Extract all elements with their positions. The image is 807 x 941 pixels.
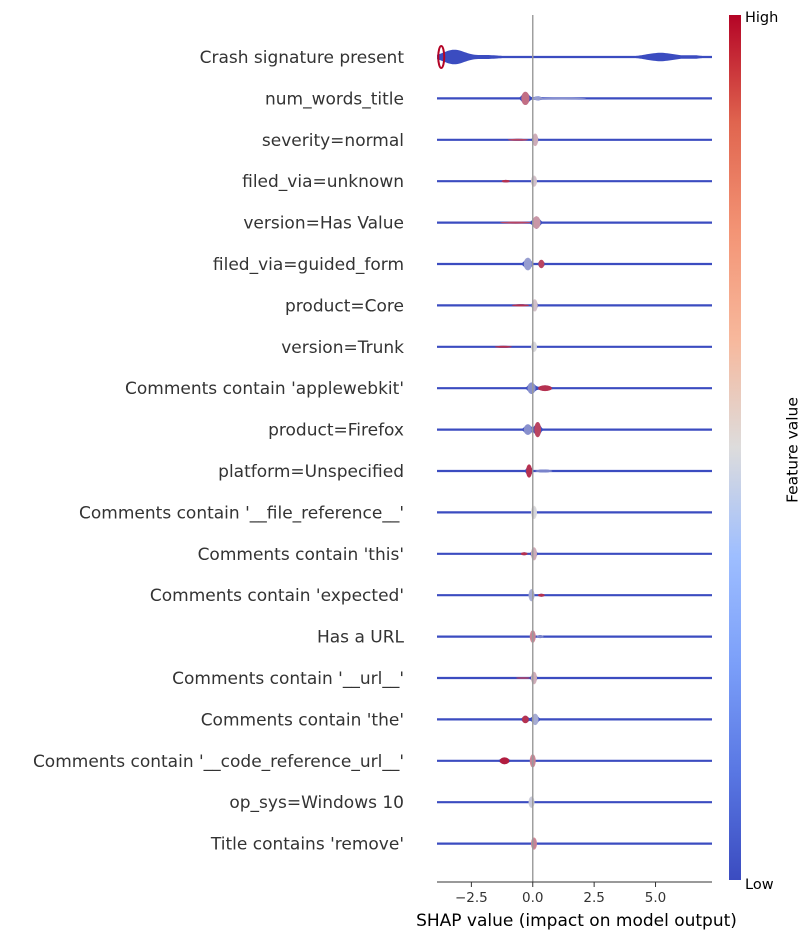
feature-label: Comments contain 'applewebkit' (125, 379, 404, 399)
feature-label: filed_via=unknown (242, 172, 404, 192)
feature-label: Comments contain '__url__' (172, 669, 404, 689)
feature-label: op_sys=Windows 10 (229, 793, 404, 813)
feature-row: version=Trunk (281, 338, 712, 358)
colorbar-high-label: High (745, 10, 778, 26)
violin-density-blob (521, 715, 529, 724)
violin-density-blob (530, 175, 537, 187)
feature-row: Comments contain 'applewebkit' (125, 379, 712, 399)
violin-density-blob (535, 469, 553, 473)
feature-label: Comments contain 'this' (198, 545, 404, 565)
feature-row: filed_via=guided_form (213, 255, 712, 275)
feature-row: product=Firefox (268, 421, 712, 441)
violin-density-blob (530, 547, 537, 561)
x-tick-label: −2.5 (455, 890, 488, 906)
violin-density-blob (500, 221, 532, 224)
violin-density-blob (532, 216, 541, 229)
violin-density-blob (538, 259, 545, 269)
colorbar-title: Feature value (783, 397, 801, 503)
feature-label: platform=Unspecified (218, 462, 404, 482)
violin-density-blob (536, 635, 544, 639)
violin-rows: Crash signature present num_words_titlese… (33, 45, 712, 855)
violin-density-blob (530, 837, 537, 850)
feature-row: Comments contain '__file_reference__' (79, 503, 712, 523)
feature-label: Comments contain 'expected' (150, 586, 404, 606)
x-tick-label: 5.0 (645, 890, 666, 906)
feature-label: Comments contain 'the' (201, 710, 404, 730)
feature-label: product=Core (285, 296, 404, 316)
violin-density-blob (523, 424, 532, 435)
violin-density-blob (538, 97, 587, 100)
feature-label: version=Trunk (281, 338, 404, 358)
feature-row: Comments contain 'this' (198, 545, 712, 565)
x-axis-ticks: −2.5 0.0 2.5 5.0 (455, 882, 666, 906)
x-tick-label: 2.5 (583, 890, 604, 906)
violin-body (437, 342, 712, 352)
feature-label: severity=normal (262, 131, 404, 151)
violin-density-blob (527, 382, 536, 394)
x-tick-label: 0.0 (522, 890, 543, 906)
feature-label: filed_via=guided_form (213, 255, 404, 275)
violin-density-blob (531, 713, 539, 726)
feature-row: platform=Unspecified (218, 462, 712, 482)
colorbar: High Low Feature value (729, 10, 801, 893)
feature-row: filed_via=unknown (242, 172, 712, 192)
feature-row: product=Core (285, 296, 712, 316)
feature-label: Comments contain '__code_reference_url__… (33, 752, 404, 772)
violin-density-blob (530, 505, 537, 519)
feature-row: version=Has Value (243, 214, 712, 234)
feature-row: op_sys=Windows 10 (229, 793, 712, 813)
feature-label: Title contains 'remove' (210, 835, 404, 855)
feature-row: Comments contain 'the' (201, 710, 712, 730)
feature-row: Comments contain '__code_reference_url__… (33, 752, 712, 772)
violin-body (437, 49, 712, 65)
violin-edge-highlight (437, 45, 446, 69)
violin-density-blob (537, 593, 545, 597)
violin-density-blob (516, 677, 530, 679)
violin-density-blob (520, 552, 528, 556)
violin-density-blob (534, 422, 542, 438)
violin-body (437, 838, 712, 849)
violin-density-blob (507, 138, 529, 141)
colorbar-low-label: Low (745, 877, 774, 893)
violin-density-blob (528, 796, 535, 808)
violin-density-blob (530, 671, 537, 685)
feature-row: Has a URL (317, 628, 712, 648)
feature-label: Comments contain '__file_reference__' (79, 503, 404, 523)
violin-body (437, 216, 712, 229)
x-axis-label: SHAP value (impact on model output) (416, 911, 737, 931)
feature-label: Has a URL (317, 628, 405, 648)
feature-label: Crash signature present (200, 48, 405, 68)
violin-density-blob (521, 91, 530, 105)
x-axis: −2.5 0.0 2.5 5.0 SHAP value (impact on mode… (416, 881, 737, 931)
feature-row: Crash signature present (200, 45, 712, 69)
feature-row: severity=normal (262, 131, 712, 151)
violin-density-blob (528, 589, 535, 602)
violin-density-blob (532, 133, 539, 147)
feature-label: product=Firefox (268, 421, 404, 441)
violin-density-blob (538, 385, 552, 392)
colorbar-gradient (729, 15, 741, 880)
violin-density-blob (526, 464, 533, 478)
violin-density-blob (523, 257, 532, 271)
violin-density-blob (532, 96, 543, 101)
violin-density-blob (494, 345, 512, 348)
violin-density-blob (511, 304, 530, 307)
feature-row: Title contains 'remove' (210, 835, 712, 855)
feature-row: num_words_title (265, 89, 712, 109)
feature-label: num_words_title (265, 89, 404, 109)
feature-label: version=Has Value (243, 214, 404, 234)
violin-density-blob (530, 341, 537, 353)
feature-row: Comments contain '__url__' (172, 669, 712, 689)
violin-density-blob (499, 757, 510, 765)
feature-row: Comments contain 'expected' (150, 586, 712, 606)
violin-density-blob (501, 179, 510, 183)
